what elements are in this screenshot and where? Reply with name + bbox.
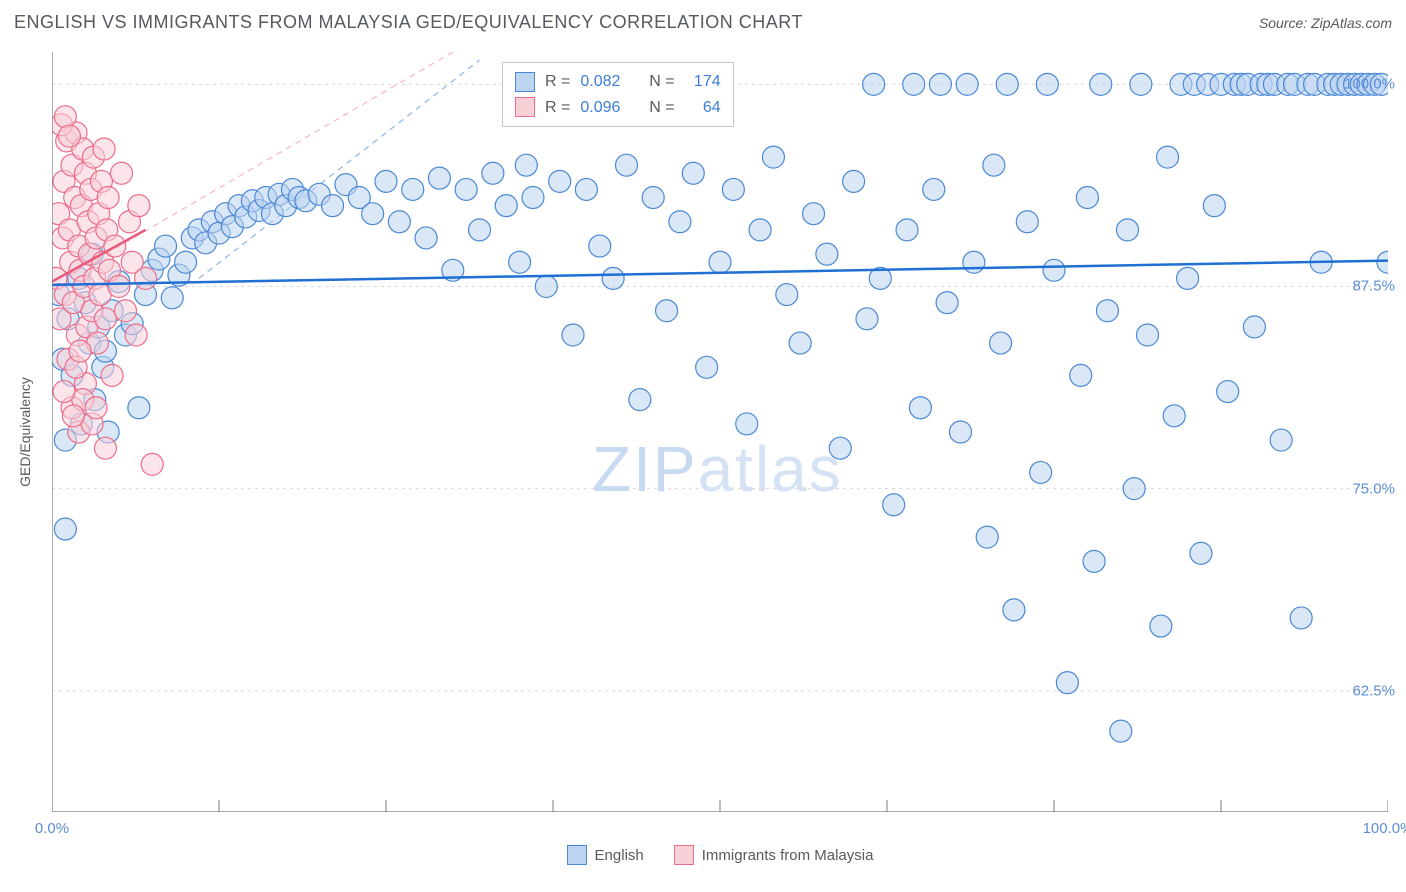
legend-item: English	[567, 845, 644, 865]
legend-swatch	[674, 845, 694, 865]
legend-swatch	[567, 845, 587, 865]
plot-area: ZIPatlas R =0.082 N =174R =0.096 N =64	[52, 52, 1388, 812]
legend-swatch	[515, 72, 535, 92]
legend-stats-box: R =0.082 N =174R =0.096 N =64	[502, 62, 734, 127]
legend-stats-row: R =0.082 N =174	[515, 69, 721, 95]
x-tick-label: 0.0%	[35, 820, 69, 837]
legend-label: Immigrants from Malaysia	[702, 847, 874, 864]
y-tick-label: 62.5%	[1352, 682, 1395, 699]
y-axis-title-container: GED/Equivalency	[10, 52, 40, 812]
legend-label: English	[595, 847, 644, 864]
legend-item: Immigrants from Malaysia	[674, 845, 874, 865]
y-axis-title: GED/Equivalency	[17, 377, 33, 487]
legend-swatch	[515, 97, 535, 117]
x-tick-label: 100.0%	[1363, 820, 1406, 837]
y-tick-label: 100.0%	[1344, 76, 1395, 93]
legend-series: English Immigrants from Malaysia	[52, 845, 1388, 865]
source-label: Source: ZipAtlas.com	[1259, 15, 1392, 31]
y-tick-label: 75.0%	[1352, 480, 1395, 497]
chart-title: ENGLISH VS IMMIGRANTS FROM MALAYSIA GED/…	[14, 12, 803, 33]
legend-stats-row: R =0.096 N =64	[515, 95, 721, 121]
y-axis-tick-labels: 75.0% 100.0% 62.5% 87.5%	[1295, 52, 1395, 812]
y-tick-label: 87.5%	[1352, 278, 1395, 295]
scatter-svg	[52, 52, 1388, 812]
